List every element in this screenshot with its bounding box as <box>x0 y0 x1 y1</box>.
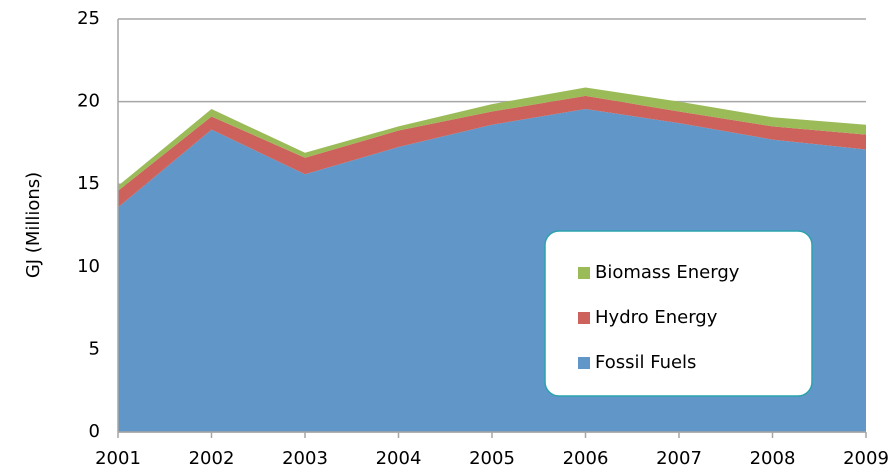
legend-swatch <box>578 267 590 279</box>
x-tick-label: 2006 <box>563 448 609 469</box>
area <box>118 95 866 208</box>
x-tick-label: 2005 <box>469 448 515 469</box>
y-tick-label: 5 <box>89 338 100 359</box>
x-tick-label: 2001 <box>95 448 141 469</box>
y-axis-label: GJ (Millions) <box>23 172 44 278</box>
y-tick-label: 15 <box>77 173 100 194</box>
legend: Biomass Energy Hydro Energy Fossil Fuels <box>544 230 813 397</box>
x-tick-label: 2007 <box>656 448 702 469</box>
legend-swatch <box>578 357 590 369</box>
legend-box <box>544 230 813 397</box>
x-tick-label: 2008 <box>750 448 796 469</box>
x-tick-label: 2009 <box>843 448 889 469</box>
legend-label: Biomass Energy <box>595 262 740 283</box>
legend-label: Hydro Energy <box>595 307 718 328</box>
y-tick-label: 20 <box>77 91 100 112</box>
y-tick-label: 0 <box>89 421 100 442</box>
y-tick-label: 10 <box>77 256 100 277</box>
legend-label: Fossil Fuels <box>595 352 696 373</box>
x-tick-label: 2004 <box>376 448 422 469</box>
x-tick-label: 2002 <box>189 448 235 469</box>
area <box>118 87 866 191</box>
y-tick-label: 25 <box>77 8 100 29</box>
x-tick-label: 2003 <box>282 448 328 469</box>
legend-swatch <box>578 312 590 324</box>
